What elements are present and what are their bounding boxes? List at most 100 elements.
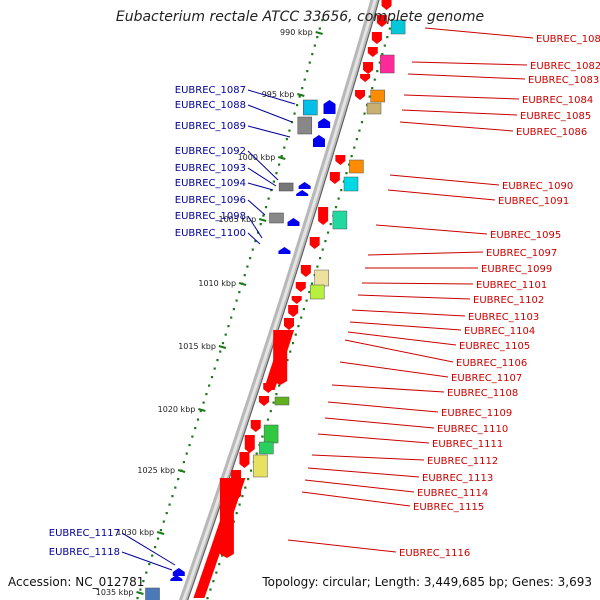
scale-dot [277, 163, 281, 166]
forward-gene-long [263, 330, 295, 390]
forward-strand-labels: EUBREC_1081 EUBREC_1082 EUBREC_1083 EUBREC_… [287, 27, 600, 559]
reverse-feature-block [297, 116, 313, 135]
scale-dot [272, 180, 275, 183]
forward-gene-label: EUBREC_1095 [490, 230, 561, 241]
forward-track-dot [371, 87, 374, 90]
accession-label: Accession: NC_012781 [8, 575, 145, 589]
forward-track-dot [326, 231, 330, 234]
scale-dot [194, 427, 197, 430]
scale-dot [208, 384, 211, 387]
reverse-gene-label: EUBREC_1087 [175, 85, 246, 96]
scale-tick [278, 156, 286, 160]
scale-dot [185, 452, 188, 455]
scale-dot [283, 146, 286, 149]
forward-track-dot [215, 571, 218, 574]
scale-tick-label: 1010 kbp [198, 279, 236, 288]
forward-gene-leader [403, 94, 520, 100]
forward-gene-label: EUBREC_1113 [422, 473, 493, 484]
forward-gene-label: EUBREC_1101 [476, 280, 547, 291]
scale-dot [270, 189, 273, 192]
forward-track-dot [235, 512, 238, 515]
forward-gene-arrow [381, 0, 392, 10]
forward-feature-block [263, 424, 279, 444]
forward-track-dot [360, 121, 364, 124]
forward-track-dot [350, 155, 353, 158]
scale-dot [182, 461, 185, 464]
forward-track-dot [221, 554, 224, 557]
scale-dot [142, 580, 145, 583]
forward-track-dot [358, 129, 361, 132]
scale-dot [246, 265, 249, 268]
reverse-gene-arrow [298, 182, 311, 189]
reverse-gene-leader [247, 199, 266, 216]
forward-gene-label: EUBREC_1110 [437, 424, 508, 435]
gene-features [145, 0, 406, 600]
reverse-gene-label: EUBREC_1117 [49, 528, 120, 539]
scale-dot [251, 248, 254, 251]
forward-track-dot [381, 53, 384, 56]
forward-track-dot [386, 36, 389, 39]
reverse-gene-arrow [296, 190, 309, 196]
scale-dot [293, 112, 296, 115]
forward-gene-leader [401, 109, 518, 116]
reverse-gene-arrow [287, 218, 300, 226]
scale-dot [235, 299, 238, 302]
forward-track-dot [318, 257, 322, 260]
forward-track-dot [249, 469, 253, 472]
scale-dot [306, 70, 309, 73]
forward-gene-arrow [329, 172, 340, 184]
scale-dot [238, 291, 241, 294]
reverse-gene-leader [247, 150, 279, 181]
scale-tick [297, 93, 305, 97]
scale-tick-label: 1035 kbp [96, 588, 134, 597]
scale-dot [148, 563, 151, 566]
forward-gene-arrow [291, 296, 302, 304]
forward-gene-leader [301, 491, 411, 507]
forward-gene-arrow [288, 305, 299, 317]
forward-feature-block [343, 176, 359, 192]
reverse-gene-label: EUBREC_1118 [49, 547, 120, 558]
reverse-strand-labels: EUBREC_1087 EUBREC_1088 EUBREC_1089 EUBREC_… [49, 85, 296, 571]
scale-dot [168, 503, 171, 506]
scale-tick-label: 995 kbp [262, 90, 295, 99]
scale-dot [224, 333, 227, 336]
forward-track-dot [247, 478, 250, 481]
scale-tick [177, 469, 186, 473]
forward-gene-arrow [244, 435, 255, 453]
reverse-feature-block [278, 182, 294, 192]
forward-gene-label: EUBREC_1108 [447, 388, 518, 399]
forward-track-dot [345, 172, 348, 175]
scale-dot [219, 350, 222, 353]
forward-gene-arrow [363, 62, 374, 74]
forward-track-dot [300, 316, 303, 319]
forward-track-dot [321, 248, 324, 251]
backbone-highlight [182, 0, 377, 600]
backbone-edge [187, 0, 380, 600]
reverse-gene-leader [247, 125, 291, 138]
scale-dot [280, 155, 283, 158]
forward-feature-block [314, 269, 329, 287]
forward-track-dot [355, 138, 358, 141]
scale-tick [315, 31, 323, 35]
scale-dot [318, 27, 321, 30]
forward-gene-arrow [295, 282, 306, 292]
forward-gene-leader [357, 294, 471, 300]
forward-gene-label: EUBREC_1106 [456, 358, 527, 369]
forward-feature-block [253, 454, 268, 478]
forward-track-dot [305, 299, 308, 302]
forward-gene-label: EUBREC_1090 [502, 181, 573, 192]
scale-dot [275, 172, 278, 175]
forward-gene-label: EUBREC_1084 [522, 95, 593, 106]
reverse-gene-leader [121, 551, 173, 571]
forward-gene-label: EUBREC_1097 [486, 248, 557, 259]
scale-dot [254, 240, 257, 243]
reverse-gene-arrow [318, 118, 331, 128]
forward-track-dot [383, 44, 386, 47]
scale-dot [210, 376, 214, 379]
forward-track-dot [376, 70, 379, 73]
forward-track-dot [241, 495, 244, 498]
scale-tick-label: 1000 kbp [238, 153, 276, 162]
scale-dot [311, 53, 314, 56]
forward-track-dot [334, 206, 338, 209]
reverse-gene-label: EUBREC_1092 [175, 146, 246, 157]
